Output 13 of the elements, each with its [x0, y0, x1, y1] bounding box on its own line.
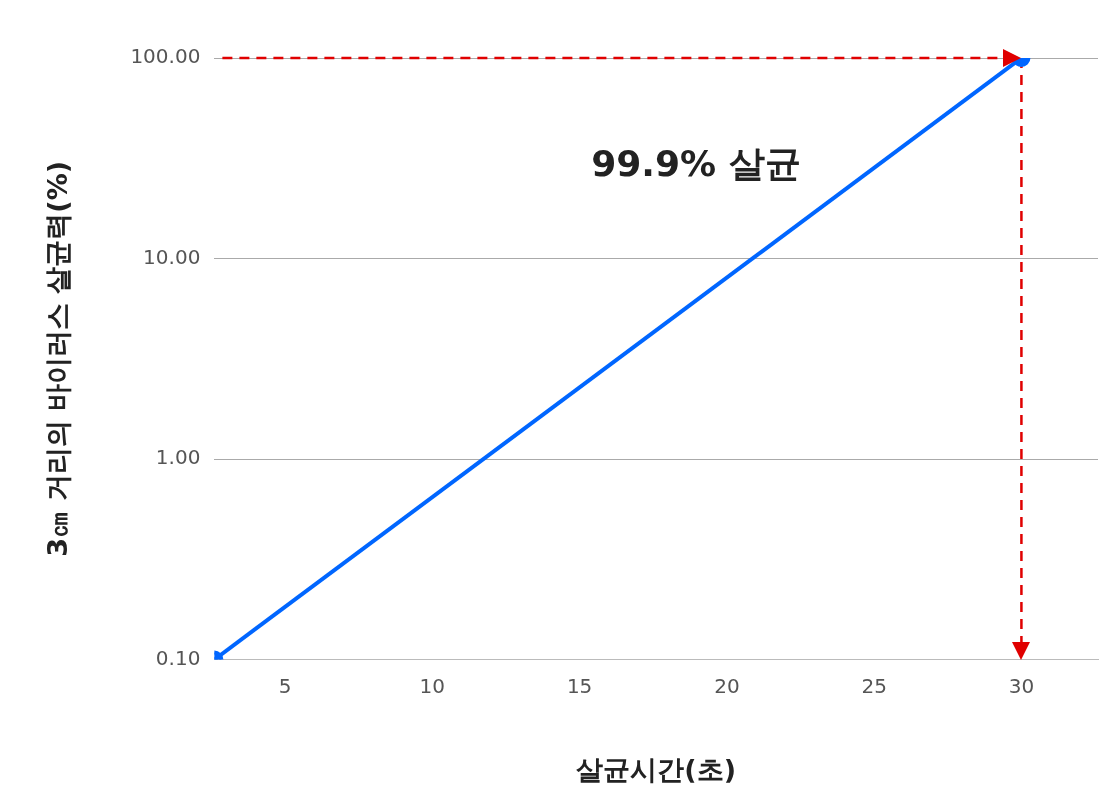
x-axis-title: 살균시간(초) [576, 753, 737, 785]
x-tick-label: 30 [1008, 673, 1035, 698]
y-tick-label: 10.00 [143, 244, 201, 269]
x-tick-label: 20 [714, 673, 740, 698]
y-tick-label: 1.00 [155, 445, 201, 470]
y-tick-label: 0.10 [155, 645, 201, 670]
x-tick-label: 10 [419, 673, 446, 698]
x-tick-label: 25 [861, 673, 887, 698]
x-tick-label: 15 [566, 673, 593, 698]
y-tick-label: 100.00 [130, 44, 201, 69]
x-tick-label: 5 [278, 673, 292, 698]
y-axis-title: 3㎝ 거리의 바이러스 살균력(%) [42, 160, 74, 557]
annotation: 99.9% 살균 [591, 142, 801, 184]
